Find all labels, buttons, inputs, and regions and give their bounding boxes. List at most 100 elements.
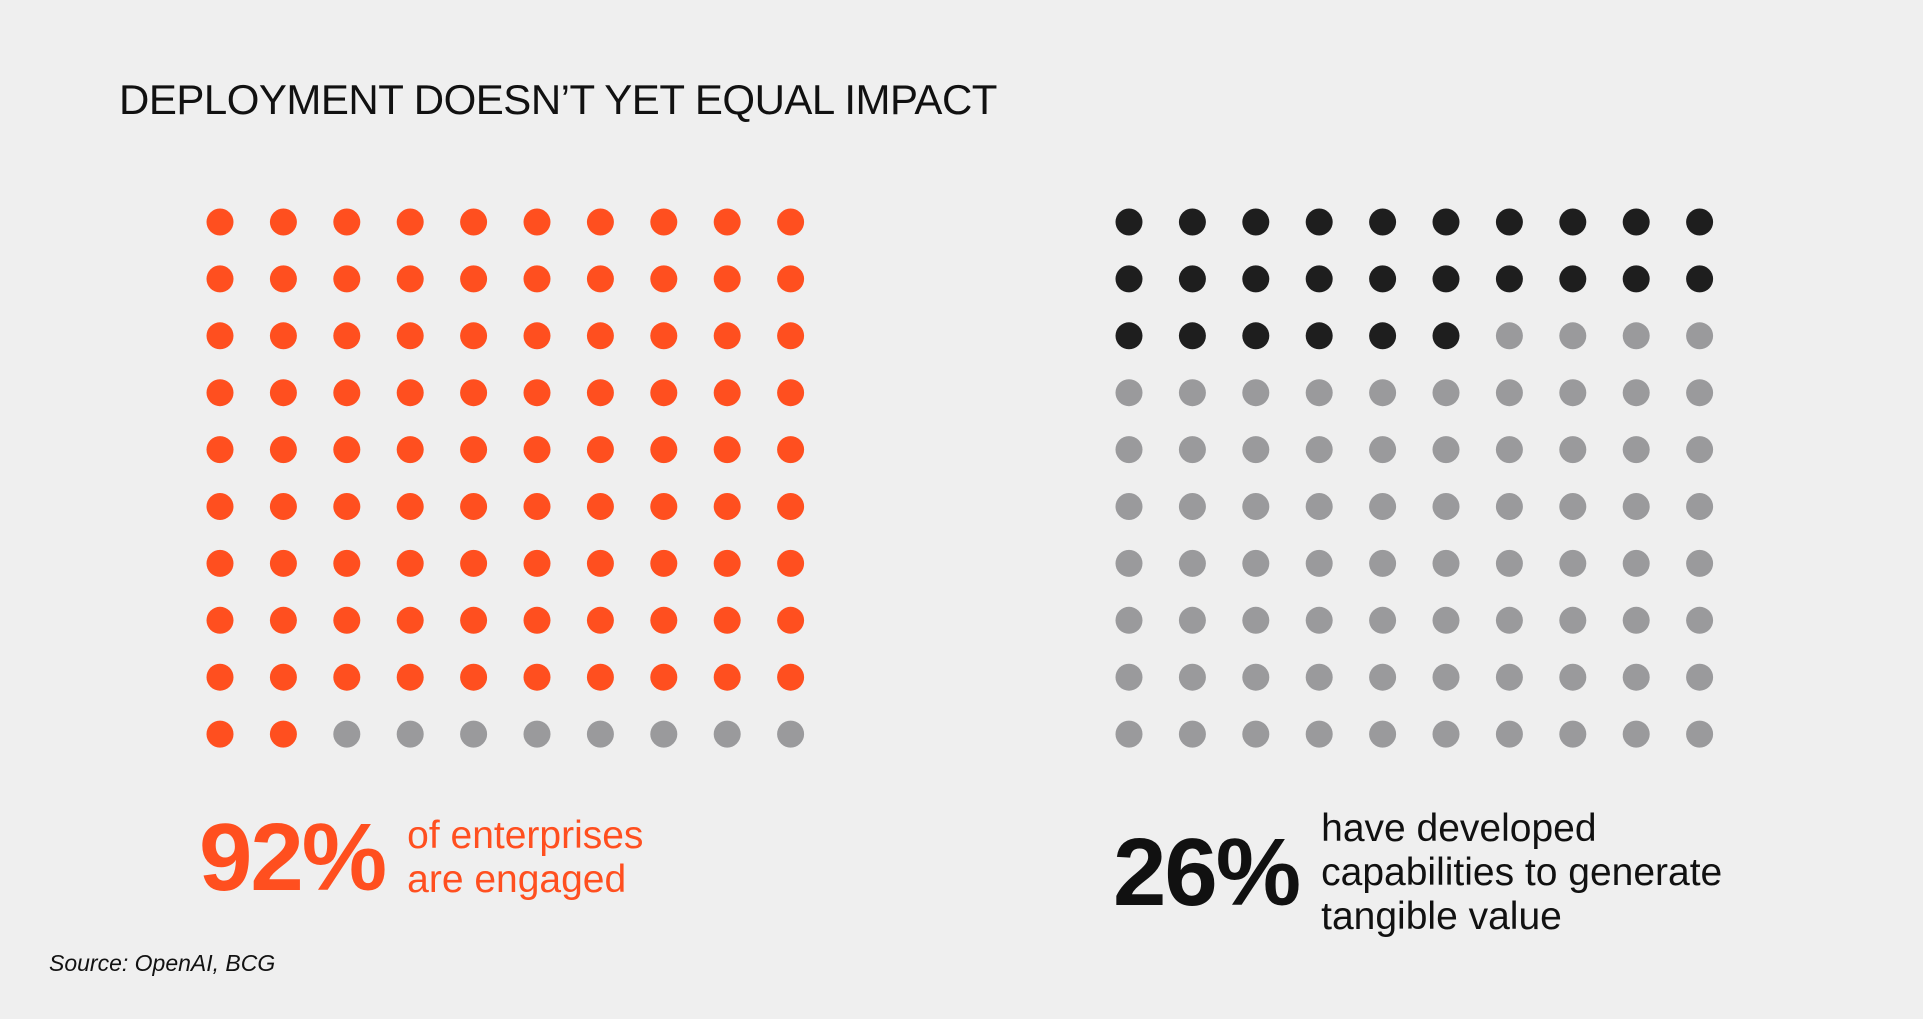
- waffle-dot-empty: [460, 720, 488, 748]
- waffle-dot-filled: [1178, 208, 1206, 236]
- waffle-dot-filled: [523, 379, 551, 407]
- waffle-dot-filled: [1559, 265, 1587, 293]
- stat-caption: have developed capabilities to generate …: [1321, 807, 1722, 939]
- waffle-dot-filled: [713, 549, 741, 577]
- waffle-dot-filled: [1305, 265, 1333, 293]
- waffle-dot-empty: [1305, 379, 1333, 407]
- waffle-dot-empty: [1559, 436, 1587, 464]
- waffle-dot-filled: [713, 208, 741, 236]
- waffle-dot-filled: [396, 549, 424, 577]
- caption-line: are engaged: [407, 858, 627, 901]
- waffle-dot-empty: [1495, 663, 1523, 691]
- waffle-dot-empty: [1559, 379, 1587, 407]
- waffle-dot-filled: [1686, 208, 1714, 236]
- waffle-dot-filled: [1242, 322, 1270, 350]
- waffle-dot-filled: [206, 720, 234, 748]
- waffle-dot-filled: [650, 436, 678, 464]
- waffle-dot-empty: [1686, 663, 1714, 691]
- waffle-dot-empty: [1115, 379, 1143, 407]
- waffle-dot-filled: [333, 663, 361, 691]
- waffle-dot-empty: [1432, 493, 1460, 520]
- waffle-dot-filled: [1178, 265, 1206, 293]
- waffle-dot-filled: [523, 493, 551, 520]
- waffle-dot-empty: [333, 720, 361, 748]
- waffle-dot-filled: [269, 265, 297, 293]
- waffle-dot-filled: [586, 265, 614, 293]
- waffle-dot-empty: [1432, 549, 1460, 577]
- waffle-dot-empty: [1369, 379, 1397, 407]
- waffle-dot-filled: [713, 322, 741, 350]
- waffle-dot-filled: [1432, 265, 1460, 293]
- waffle-dot-empty: [1242, 549, 1270, 577]
- caption-line: of enterprises: [407, 814, 644, 857]
- waffle-dot-filled: [523, 606, 551, 634]
- waffle-dot-filled: [1432, 208, 1460, 236]
- waffle-dot-filled: [586, 663, 614, 691]
- waffle-dot-filled: [269, 379, 297, 407]
- waffle-dot-filled: [777, 606, 805, 634]
- waffle-dot-filled: [586, 493, 614, 520]
- waffle-dot-filled: [460, 549, 488, 577]
- caption-line: have developed: [1321, 807, 1597, 850]
- waffle-dot-filled: [777, 379, 805, 407]
- waffle-dot-filled: [396, 606, 424, 634]
- waffle-dot-filled: [396, 208, 424, 236]
- waffle-dot-empty: [1178, 379, 1206, 407]
- waffle-dot-filled: [396, 493, 424, 520]
- waffle-dot-filled: [333, 322, 361, 350]
- waffle-dot-filled: [1622, 208, 1650, 236]
- waffle-dot-empty: [1622, 436, 1650, 464]
- waffle-dot-empty: [586, 720, 614, 748]
- waffle-dot-filled: [333, 436, 361, 464]
- waffle-dot-empty: [396, 720, 424, 748]
- waffle-dot-empty: [1559, 549, 1587, 577]
- waffle-dot-empty: [1115, 436, 1143, 464]
- waffle-dot-filled: [1242, 265, 1270, 293]
- waffle-dot-filled: [460, 322, 488, 350]
- waffle-dot-empty: [1495, 549, 1523, 577]
- waffle-dot-empty: [1622, 379, 1650, 407]
- waffle-dot-empty: [1115, 606, 1143, 634]
- waffle-dot-filled: [460, 436, 488, 464]
- waffle-dot-empty: [1369, 493, 1397, 520]
- waffle-dot-empty: [1622, 606, 1650, 634]
- waffle-dot-filled: [1495, 265, 1523, 293]
- waffle-dot-filled: [269, 493, 297, 520]
- waffle-dot-empty: [1242, 720, 1270, 748]
- waffle-dot-empty: [1305, 549, 1333, 577]
- waffle-dot-filled: [777, 663, 805, 691]
- waffle-dot-empty: [1242, 379, 1270, 407]
- waffle-dot-filled: [523, 208, 551, 236]
- waffle-dot-empty: [1686, 379, 1714, 407]
- waffle-dot-filled: [523, 663, 551, 691]
- waffle-dot-filled: [586, 208, 614, 236]
- waffle-dot-empty: [1432, 606, 1460, 634]
- waffle-dot-filled: [777, 265, 805, 293]
- waffle-dot-empty: [1495, 379, 1523, 407]
- waffle-dot-filled: [523, 436, 551, 464]
- waffle-dot-empty: [1115, 549, 1143, 577]
- waffle-dot-filled: [777, 208, 805, 236]
- waffle-dot-filled: [460, 606, 488, 634]
- waffle-dot-filled: [269, 208, 297, 236]
- waffle-dot-empty: [1115, 720, 1143, 748]
- waffle-dot-empty: [1432, 663, 1460, 691]
- percent-label: 92%: [199, 804, 387, 911]
- waffle-dot-filled: [650, 606, 678, 634]
- waffle-dot-filled: [333, 379, 361, 407]
- waffle-dot-empty: [1242, 663, 1270, 691]
- waffle-dot-filled: [1432, 322, 1460, 350]
- waffle-dot-empty: [1115, 663, 1143, 691]
- waffle-dot-filled: [333, 606, 361, 634]
- waffle-dot-empty: [1305, 493, 1333, 520]
- percent-label: 26%: [1113, 819, 1301, 926]
- waffle-dot-empty: [1369, 720, 1397, 748]
- waffle-dot-filled: [396, 663, 424, 691]
- waffle-dot-filled: [713, 606, 741, 634]
- waffle-dot-empty: [1432, 436, 1460, 464]
- waffle-dot-filled: [523, 265, 551, 293]
- waffle-dot-filled: [206, 436, 234, 464]
- waffle-dot-empty: [1622, 720, 1650, 748]
- waffle-dot-filled: [206, 208, 234, 236]
- waffle-dot-filled: [650, 493, 678, 520]
